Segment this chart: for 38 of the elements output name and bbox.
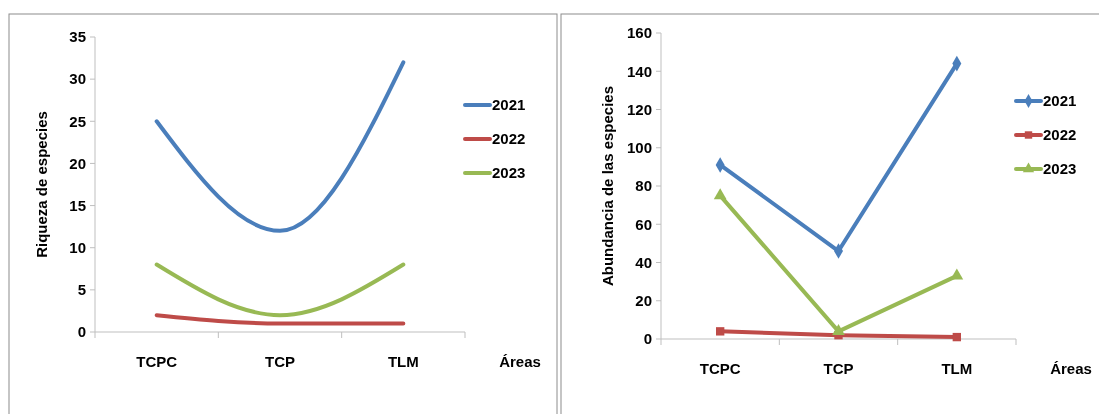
point [950,268,964,280]
y-tick-label: 40 [635,253,652,271]
y-axis-title: Abundancia de las especies [599,85,616,287]
y-tick-label: 100 [626,139,652,156]
point [713,188,727,200]
y-tick-label: 0 [77,323,86,341]
y-tick-label: 60 [635,215,652,233]
point [832,324,845,336]
y-tick-label: 10 [69,238,86,256]
y-tick-label: 140 [626,62,652,80]
point [715,327,725,336]
x-tick-label: TCP [265,353,295,370]
x-tick-label: TCPC [699,360,741,377]
x-axis-title: Áreas [499,353,541,370]
point [952,332,962,342]
y-tick-label: 120 [626,100,652,118]
legend-label: 2023 [492,164,526,182]
y-tick-label: 25 [69,112,86,130]
legend-label: 2021 [1043,92,1077,110]
x-tick-label: TCP [823,360,854,377]
legend-label: 2021 [492,96,526,114]
y-axis-title: Riqueza de especies [33,111,50,258]
y-tick-label: 15 [69,196,86,214]
legend-label: 2022 [1043,126,1077,144]
y-tick-label: 5 [77,281,86,299]
y-tick-label: 20 [635,292,652,309]
y-tick-label: 20 [69,154,86,172]
legend-label: 2023 [1043,160,1077,178]
y-tick-label: 160 [626,24,652,42]
y-tick-label: 30 [69,70,86,88]
x-tick-label: TLM [941,360,973,377]
y-tick-label: 0 [643,330,652,348]
x-axis-title: Áreas [1050,360,1092,377]
y-tick-label: 80 [635,177,652,195]
legend-label: 2022 [492,130,526,148]
x-tick-label: TCPC [136,353,178,370]
y-tick-label: 35 [69,28,86,46]
x-tick-label: TLM [387,353,419,370]
